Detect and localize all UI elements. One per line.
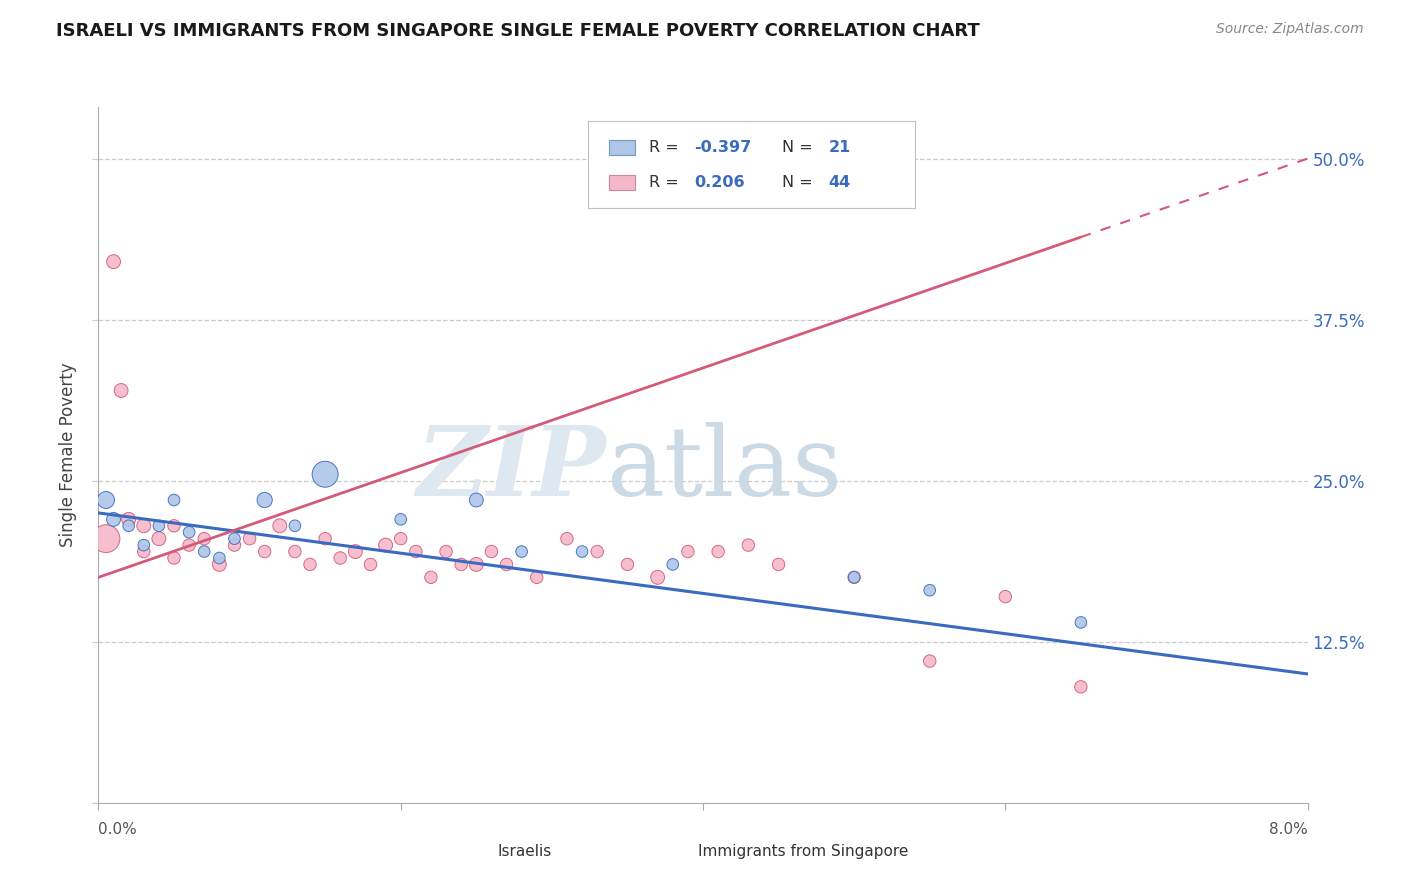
Point: [844, 570, 866, 584]
Point: [284, 518, 307, 533]
Point: [389, 532, 412, 546]
Point: [269, 518, 291, 533]
Text: ISRAELI VS IMMIGRANTS FROM SINGAPORE SINGLE FEMALE POVERTY CORRELATION CHART: ISRAELI VS IMMIGRANTS FROM SINGAPORE SIN…: [56, 22, 980, 40]
Text: Immigrants from Singapore: Immigrants from Singapore: [699, 844, 908, 859]
Point: [148, 518, 170, 533]
Point: [405, 544, 427, 558]
Text: Source: ZipAtlas.com: Source: ZipAtlas.com: [1216, 22, 1364, 37]
Point: [737, 538, 759, 552]
Point: [1070, 615, 1092, 630]
Point: [118, 512, 141, 526]
Point: [344, 544, 367, 558]
Point: [148, 532, 170, 546]
Point: [118, 518, 141, 533]
Point: [374, 538, 396, 552]
Point: [239, 532, 262, 546]
Point: [676, 544, 699, 558]
Text: 8.0%: 8.0%: [1268, 822, 1308, 838]
Point: [163, 551, 186, 566]
Point: [179, 538, 201, 552]
Point: [420, 570, 443, 584]
Bar: [461, 845, 488, 860]
Text: N =: N =: [782, 175, 817, 190]
Bar: [661, 845, 688, 860]
Point: [94, 532, 117, 546]
Point: [299, 558, 322, 572]
Text: Israelis: Israelis: [498, 844, 551, 859]
Point: [526, 570, 548, 584]
Point: [918, 583, 941, 598]
Text: N =: N =: [782, 140, 817, 155]
Text: atlas: atlas: [606, 422, 842, 516]
Point: [586, 544, 609, 558]
Point: [224, 532, 246, 546]
Point: [360, 558, 382, 572]
Point: [571, 544, 593, 558]
FancyBboxPatch shape: [588, 121, 915, 208]
Point: [132, 538, 155, 552]
Point: [314, 467, 336, 482]
Bar: [609, 140, 636, 155]
Text: -0.397: -0.397: [695, 140, 752, 155]
Point: [208, 551, 231, 566]
Point: [179, 525, 201, 540]
Point: [647, 570, 669, 584]
Point: [132, 518, 155, 533]
Text: 0.206: 0.206: [695, 175, 745, 190]
Point: [994, 590, 1017, 604]
Point: [844, 570, 866, 584]
Point: [329, 551, 352, 566]
Point: [253, 493, 276, 508]
Point: [389, 512, 412, 526]
Point: [707, 544, 730, 558]
Point: [555, 532, 578, 546]
Point: [510, 544, 533, 558]
Point: [1070, 680, 1092, 694]
Point: [253, 544, 276, 558]
Text: 44: 44: [828, 175, 851, 190]
Text: ZIP: ZIP: [416, 422, 606, 516]
Point: [434, 544, 457, 558]
Point: [103, 254, 125, 268]
Point: [110, 384, 132, 398]
Point: [193, 544, 215, 558]
Point: [465, 558, 488, 572]
Point: [208, 558, 231, 572]
Point: [465, 493, 488, 508]
Text: 0.0%: 0.0%: [98, 822, 138, 838]
Text: 21: 21: [828, 140, 851, 155]
Point: [284, 544, 307, 558]
Bar: [609, 175, 636, 190]
Point: [481, 544, 503, 558]
Text: R =: R =: [648, 175, 683, 190]
Point: [768, 558, 790, 572]
Point: [450, 558, 472, 572]
Y-axis label: Single Female Poverty: Single Female Poverty: [59, 363, 77, 547]
Point: [495, 558, 517, 572]
Point: [662, 558, 685, 572]
Point: [616, 558, 638, 572]
Point: [132, 544, 155, 558]
Point: [918, 654, 941, 668]
Point: [193, 532, 215, 546]
Point: [163, 518, 186, 533]
Point: [314, 532, 336, 546]
Text: R =: R =: [648, 140, 683, 155]
Point: [94, 493, 117, 508]
Point: [103, 512, 125, 526]
Point: [163, 493, 186, 508]
Point: [224, 538, 246, 552]
